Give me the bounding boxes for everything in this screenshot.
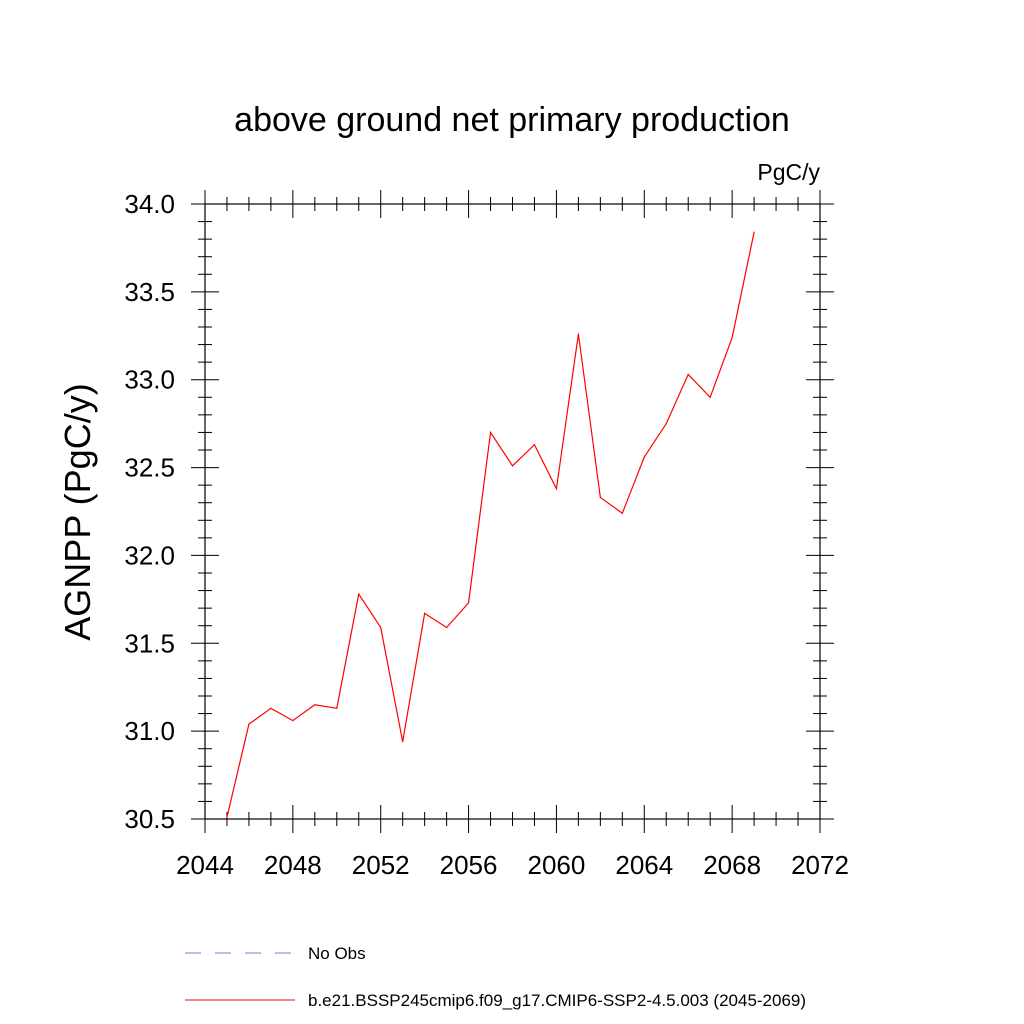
x-tick-label: 2048 bbox=[264, 850, 322, 880]
data-point bbox=[577, 333, 579, 335]
x-tick-label: 2056 bbox=[440, 850, 498, 880]
x-tick-label: 2060 bbox=[528, 850, 586, 880]
data-point bbox=[489, 431, 492, 434]
data-point bbox=[292, 720, 294, 722]
legend-label-series: b.e21.BSSP245cmip6.f09_g17.CMIP6-SSP2-4.… bbox=[308, 991, 806, 1010]
y-tick-label: 32.0 bbox=[124, 540, 175, 570]
data-point bbox=[248, 723, 250, 725]
data-point bbox=[665, 423, 667, 425]
plot-frame bbox=[204, 203, 821, 820]
y-tick-label: 30.5 bbox=[124, 804, 175, 834]
data-point bbox=[380, 626, 382, 629]
units-label: PgC/y bbox=[757, 159, 820, 185]
data-point bbox=[358, 593, 360, 595]
y-tick-label: 34.0 bbox=[124, 189, 175, 219]
data-point bbox=[467, 602, 470, 604]
data-point bbox=[643, 456, 645, 458]
data-point bbox=[687, 373, 689, 376]
series-line bbox=[226, 231, 755, 818]
data-point bbox=[709, 396, 711, 398]
data-point bbox=[270, 707, 272, 709]
data-point bbox=[599, 496, 601, 499]
data-point bbox=[226, 816, 228, 818]
x-tick-label: 2068 bbox=[703, 850, 761, 880]
y-tick-label: 31.0 bbox=[124, 716, 175, 746]
y-tick-label: 31.5 bbox=[124, 628, 175, 658]
data-point bbox=[314, 704, 316, 706]
data-point bbox=[336, 707, 338, 709]
x-tick-label: 2044 bbox=[176, 850, 234, 880]
series-layer bbox=[226, 231, 755, 818]
x-axis-tick-labels: 2044 2048 2052 2056 2060 2064 2068 2072 bbox=[176, 850, 849, 880]
y-axis-tick-labels: 30.5 31.0 31.5 32.0 32.5 33.0 33.5 34.0 bbox=[124, 189, 175, 834]
y-tick-label: 32.5 bbox=[124, 453, 175, 483]
axis-ticks bbox=[191, 190, 834, 833]
data-point bbox=[446, 626, 448, 629]
chart-title: above ground net primary production bbox=[234, 101, 790, 139]
legend-label-no-obs: No Obs bbox=[308, 944, 366, 963]
data-point bbox=[555, 488, 558, 490]
y-axis-label: AGNPP (PgC/y) bbox=[57, 383, 98, 640]
data-point bbox=[533, 444, 536, 446]
x-tick-label: 2064 bbox=[615, 850, 673, 880]
data-point bbox=[402, 741, 404, 743]
data-point bbox=[621, 512, 623, 514]
y-tick-label: 33.5 bbox=[124, 277, 175, 307]
x-tick-label: 2072 bbox=[791, 850, 849, 880]
x-tick-label: 2052 bbox=[352, 850, 410, 880]
legend: No Obs b.e21.BSSP245cmip6.f09_g17.CMIP6-… bbox=[185, 944, 806, 1010]
data-point bbox=[753, 231, 755, 233]
data-point bbox=[511, 465, 514, 467]
data-point bbox=[424, 612, 426, 615]
data-point bbox=[731, 336, 733, 339]
y-tick-label: 33.0 bbox=[124, 365, 175, 395]
